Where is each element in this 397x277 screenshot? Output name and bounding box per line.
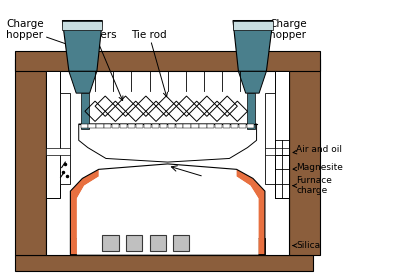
Bar [62, 20, 102, 30]
Bar [150, 235, 166, 251]
Bar [15, 59, 46, 255]
Bar [160, 124, 167, 128]
Polygon shape [70, 169, 99, 255]
Text: Charge
hopper: Charge hopper [6, 19, 79, 49]
Bar [168, 124, 175, 128]
Text: Silica: Silica [293, 241, 321, 250]
Bar [46, 148, 70, 155]
Bar [199, 124, 206, 128]
Text: Magnesite: Magnesite [293, 163, 343, 172]
Bar [231, 124, 238, 128]
Bar [112, 124, 119, 128]
Polygon shape [79, 124, 256, 162]
Text: Charge
hopper: Charge hopper [256, 19, 307, 48]
Polygon shape [239, 71, 266, 93]
Polygon shape [69, 71, 97, 93]
Bar [128, 124, 135, 128]
Bar [81, 124, 88, 128]
Bar [215, 124, 222, 128]
Bar [126, 235, 142, 251]
Polygon shape [62, 20, 102, 71]
Text: Hangers: Hangers [73, 30, 123, 101]
Bar [233, 20, 273, 30]
Bar [247, 93, 255, 129]
Polygon shape [233, 20, 273, 71]
Bar [89, 124, 96, 128]
Bar [289, 59, 320, 255]
Text: Furnace
charge: Furnace charge [293, 176, 332, 195]
Bar [46, 71, 60, 198]
Text: Air and oil: Air and oil [293, 145, 343, 154]
Bar [183, 124, 191, 128]
Bar [247, 124, 254, 128]
Bar [60, 93, 70, 184]
Bar [276, 71, 289, 198]
Bar [191, 124, 198, 128]
Bar [46, 71, 289, 255]
Bar [152, 124, 159, 128]
Bar [207, 124, 214, 128]
Bar [96, 124, 104, 128]
Bar [265, 93, 276, 184]
Bar [102, 235, 119, 251]
Bar [136, 124, 143, 128]
Bar [144, 124, 151, 128]
Polygon shape [237, 169, 265, 255]
Text: Tie rod: Tie rod [131, 30, 168, 97]
Bar [120, 124, 127, 128]
Polygon shape [77, 172, 258, 255]
Bar [70, 238, 265, 255]
Bar [15, 255, 313, 271]
Bar [175, 124, 183, 128]
Bar [239, 124, 246, 128]
Bar [81, 93, 89, 129]
Bar [104, 124, 112, 128]
Bar [223, 124, 230, 128]
Bar [265, 148, 289, 155]
Bar [15, 52, 320, 71]
Bar [173, 235, 189, 251]
